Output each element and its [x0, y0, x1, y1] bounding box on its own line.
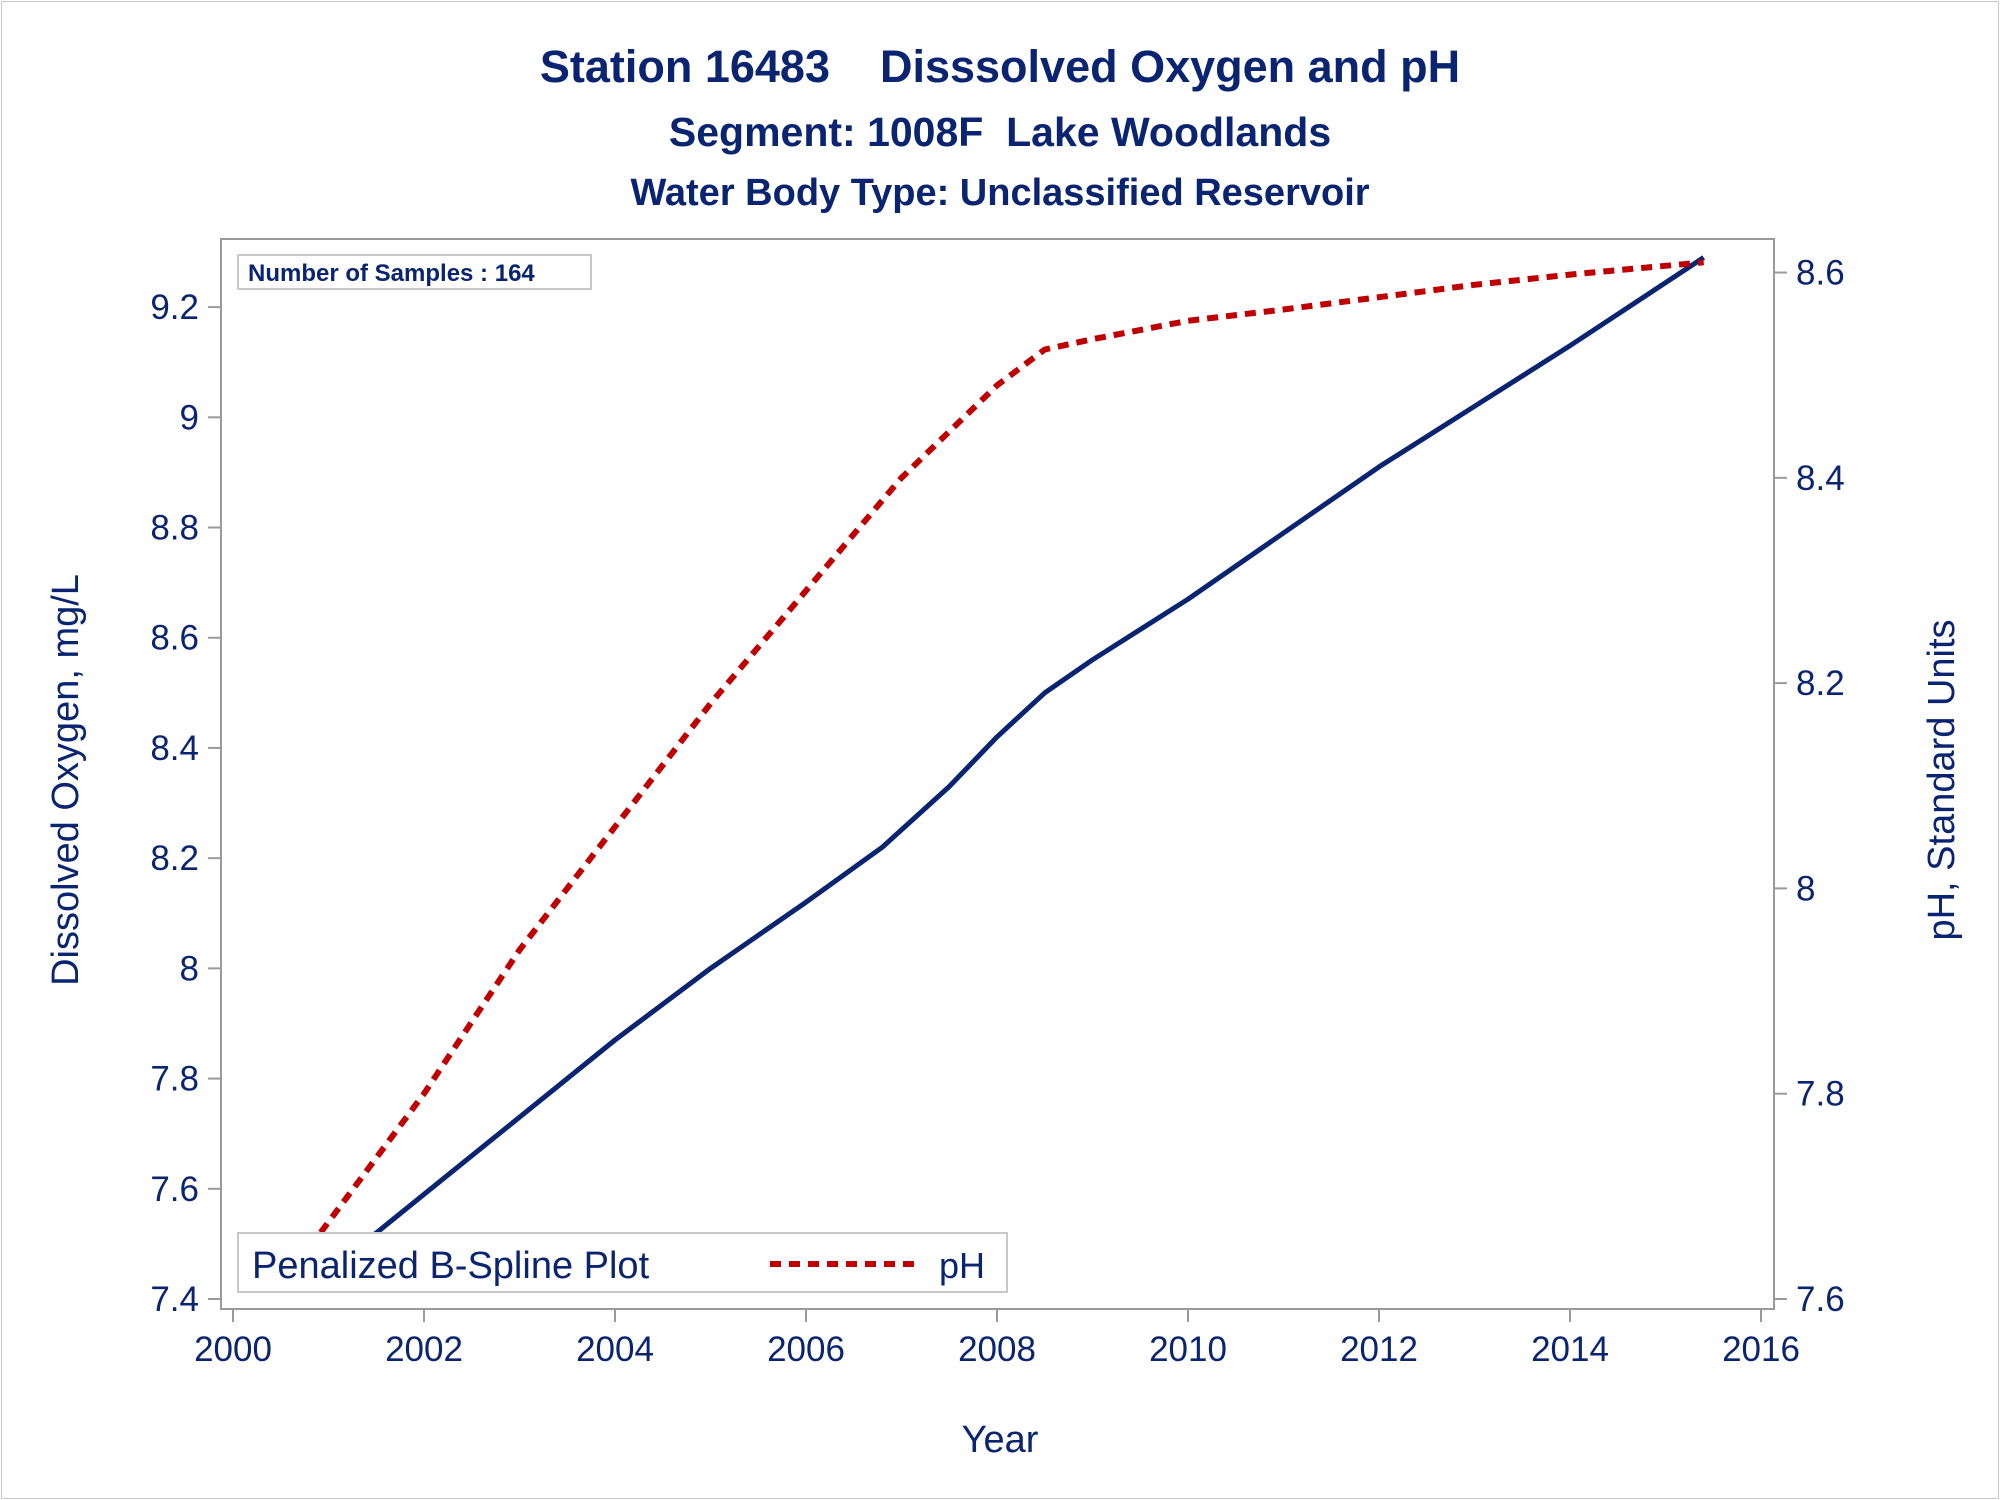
legend-label-spline: Penalized B-Spline Plot: [252, 1245, 650, 1287]
y-tick-label: 7.8: [150, 1060, 199, 1099]
x-tick-label: 2010: [1149, 1330, 1227, 1369]
x-tick-label: 2000: [194, 1330, 272, 1369]
series-line-spline: [317, 255, 1706, 1274]
x-tick-label: 2002: [385, 1330, 463, 1369]
x-axis-label: Year: [962, 1419, 1039, 1461]
x-tick-label: 2006: [767, 1330, 845, 1369]
y-tick-label: 8.2: [150, 839, 199, 878]
y-axis-right: 7.6 7.8 8 8.2 8.4 8.6: [1774, 254, 1845, 1319]
y-tick-label: 8.8: [150, 509, 199, 548]
plot-area: [220, 238, 1775, 1310]
y-tick-label: 9.2: [150, 288, 199, 327]
x-tick-label: 2014: [1531, 1330, 1609, 1369]
chart-title: Station 16483 Disssolved Oxygen and pH: [540, 41, 1460, 92]
y2-tick-label: 7.8: [1796, 1075, 1845, 1114]
y2-tick-label: 8: [1796, 869, 1815, 908]
x-tick-label: 2008: [958, 1330, 1036, 1369]
series-layer: [306, 255, 1706, 1274]
y2-tick-label: 8.4: [1796, 459, 1845, 498]
y-tick-label: 7.6: [150, 1170, 199, 1209]
y-tick-label: 9: [180, 398, 199, 437]
legend: Penalized B-Spline Plot pH: [237, 1232, 1008, 1293]
y-axis-label: Dissolved Oxygen, mg/L: [45, 574, 87, 986]
y-axis-left: 7.4 7.6 7.8 8 8.2 8.4 8.6 8.8 9 9.2: [150, 288, 221, 1319]
y2-tick-label: 8.6: [1796, 254, 1845, 293]
y-tick-label: 8: [180, 949, 199, 988]
y2-tick-label: 8.2: [1796, 664, 1845, 703]
x-axis: 2000 2002 2004 2006 2008 2010 2012 2014 2016: [194, 1309, 1800, 1369]
sample-count-box: Number of Samples : 164: [237, 254, 592, 290]
y-tick-label: 8.6: [150, 619, 199, 658]
y-tick-label: 8.4: [150, 729, 199, 768]
x-tick-label: 2004: [576, 1330, 654, 1369]
y2-tick-label: 7.6: [1796, 1280, 1845, 1319]
y2-axis-label: pH, Standard Units: [1921, 619, 1963, 940]
x-tick-label: 2016: [1722, 1330, 1800, 1369]
series-line-ph: [306, 259, 1704, 1250]
y-tick-label: 7.4: [150, 1280, 199, 1319]
chart-subtitle-2: Water Body Type: Unclassified Reservoir: [630, 172, 1369, 214]
chart-subtitle: Segment: 1008F Lake Woodlands: [669, 109, 1331, 155]
x-tick-label: 2012: [1340, 1330, 1418, 1369]
sample-count-text: Number of Samples : 164: [248, 260, 535, 287]
legend-label-ph: pH: [939, 1245, 985, 1286]
